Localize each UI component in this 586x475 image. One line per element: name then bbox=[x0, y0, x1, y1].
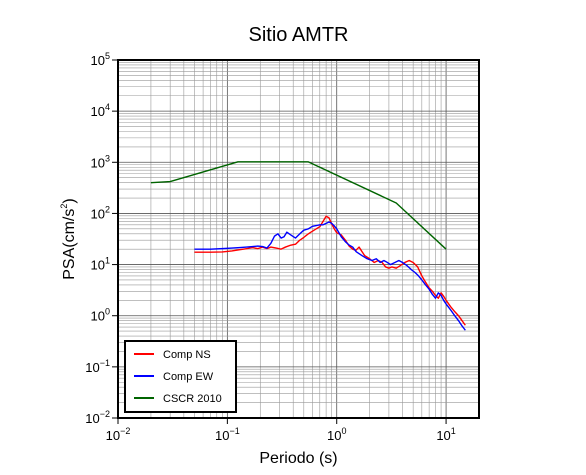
y-axis-label-sup: 2 bbox=[59, 204, 69, 209]
y-tick-label: 105 bbox=[91, 51, 110, 68]
x-tick-label: 10−1 bbox=[215, 426, 240, 443]
chart-series-layer bbox=[150, 161, 466, 331]
series-line-comp-ew bbox=[194, 221, 466, 331]
y-axis-label: PSA(cm/s2) bbox=[59, 198, 78, 279]
legend-label: CSCR 2010 bbox=[163, 393, 222, 405]
y-axis-label-close: ) bbox=[61, 198, 78, 203]
x-tick-label: 101 bbox=[436, 426, 455, 443]
y-tick-label: 101 bbox=[91, 256, 110, 273]
y-tick-label: 10−1 bbox=[85, 358, 110, 375]
y-tick-label: 10−2 bbox=[85, 409, 110, 426]
x-tick-label: 100 bbox=[327, 426, 346, 443]
chart-title: Sitio AMTR bbox=[248, 24, 348, 46]
plot-frame bbox=[117, 59, 480, 419]
y-tick-label: 100 bbox=[91, 307, 110, 324]
y-tick-label: 103 bbox=[91, 153, 110, 170]
x-tick-label: 10−2 bbox=[106, 426, 131, 443]
y-tick-label: 104 bbox=[91, 102, 110, 119]
legend-label: Comp NS bbox=[163, 349, 211, 361]
series-line-cscr-2010 bbox=[150, 161, 447, 250]
y-tick-label: 102 bbox=[91, 204, 110, 221]
x-axis-label: Periodo (s) bbox=[259, 450, 337, 467]
series-line-comp-ns bbox=[194, 215, 466, 326]
y-axis-label-main: PSA(cm/s bbox=[61, 209, 78, 280]
legend: Comp NS Comp EW CSCR 2010 bbox=[124, 340, 237, 413]
axis-ticks: 10−2 10−1 100 101 10−2 10−1 100 101 102 103 104 105 bbox=[85, 51, 456, 443]
legend-label: Comp EW bbox=[163, 371, 214, 383]
